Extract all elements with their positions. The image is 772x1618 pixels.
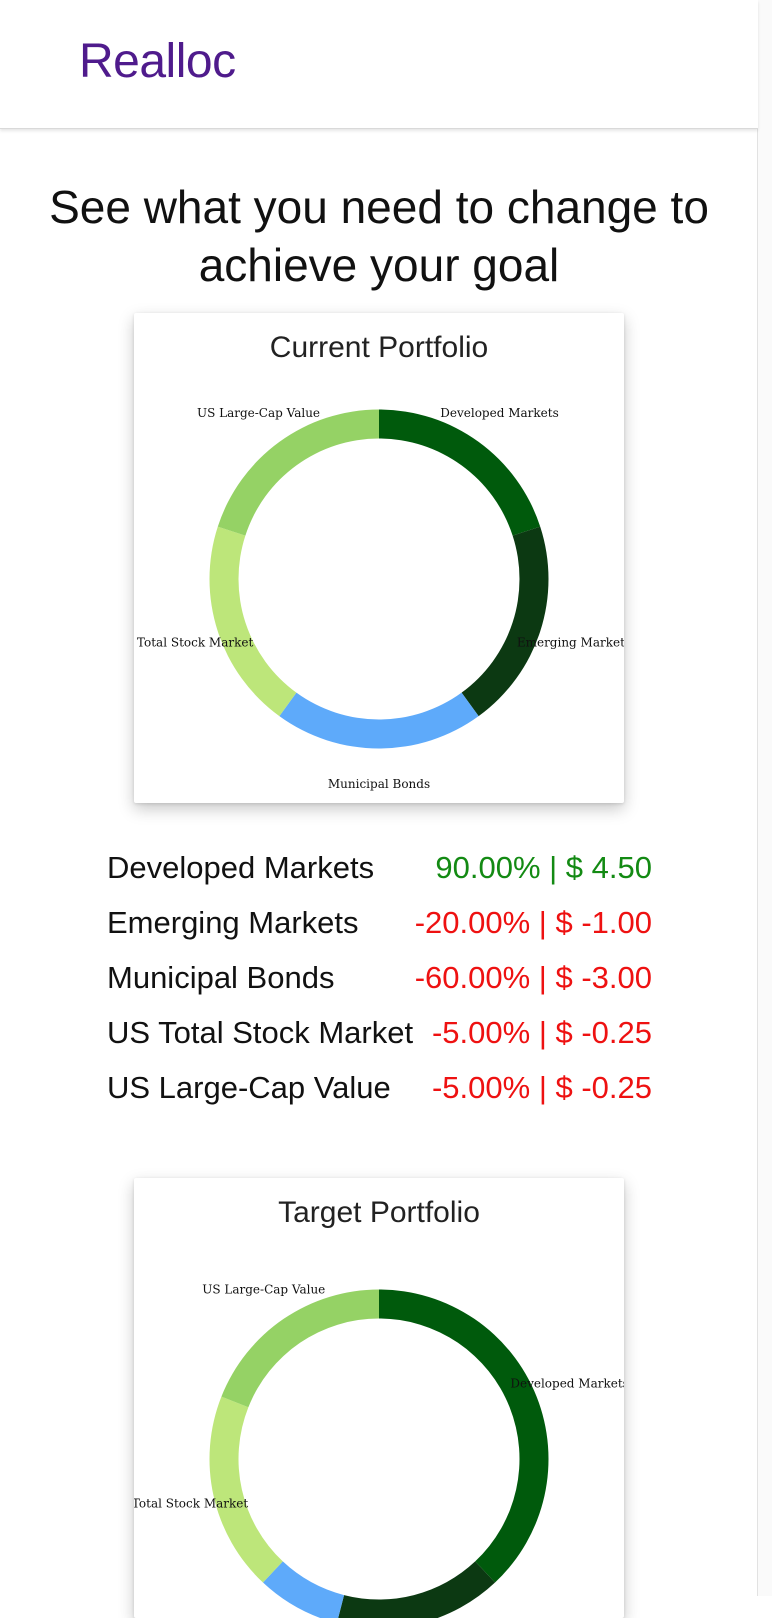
donut-label-municipal-bonds: Municipal Bonds — [328, 777, 430, 791]
allocation-name: Municipal Bonds — [107, 960, 335, 995]
allocation-change-value: 90.00% | $ 4.50 — [435, 850, 652, 885]
donut-slice-developed-markets[interactable] — [379, 1289, 549, 1583]
allocation-row-emerging-markets: Emerging Markets -20.00% | $ -1.00 — [107, 905, 652, 960]
donut-label-us-total-stock-market: US Total Stock Market — [134, 635, 253, 649]
allocation-row-us-total-stock-market: US Total Stock Market -5.00% | $ -0.25 — [107, 1015, 652, 1070]
donut-slice-emerging-markets[interactable] — [461, 526, 549, 717]
current-portfolio-donut-chart: Developed Markets Emerging Markets Municip… — [134, 406, 624, 791]
allocation-change-value: -60.00% | $ -3.00 — [414, 960, 652, 995]
donut-label-us-large-cap-value: US Large-Cap Value — [202, 1282, 325, 1296]
page-scrollbar[interactable] — [757, 0, 772, 1596]
donut-slice-municipal-bonds[interactable] — [262, 1561, 345, 1618]
allocation-change-list: Developed Markets 90.00% | $ 4.50 Emergi… — [107, 850, 652, 1125]
donut-slice-emerging-markets[interactable] — [337, 1561, 496, 1618]
target-portfolio-card: Target Portfolio Developed Markets US Tot… — [134, 1178, 624, 1618]
headline-line-2: achieve your goal — [198, 239, 560, 291]
donut-slice-developed-markets[interactable] — [379, 409, 541, 536]
allocation-name: Emerging Markets — [107, 905, 359, 940]
donut-label-developed-markets: Developed Markets — [510, 1377, 624, 1391]
allocation-name: US Total Stock Market — [107, 1015, 414, 1050]
top-header: Realloc — [0, 0, 758, 129]
current-portfolio-title: Current Portfolio — [269, 331, 489, 364]
brand-logo-link[interactable]: Realloc — [79, 35, 236, 88]
donut-label-emerging-markets: Emerging Markets — [517, 635, 624, 649]
donut-slice-us-large-cap-value[interactable] — [221, 1289, 379, 1408]
allocation-row-developed-markets: Developed Markets 90.00% | $ 4.50 — [107, 850, 652, 905]
target-portfolio-title: Target Portfolio — [278, 1196, 480, 1229]
donut-slice-us-large-cap-value[interactable] — [217, 409, 379, 536]
donut-slice-us-total-stock-market[interactable] — [209, 526, 297, 717]
donut-label-developed-markets: Developed Markets — [440, 406, 558, 420]
current-portfolio-card: Current Portfolio Developed Markets Emerg… — [134, 313, 624, 803]
allocation-change-value: -5.00% | $ -0.25 — [431, 1070, 652, 1105]
allocation-change-value: -20.00% | $ -1.00 — [414, 905, 652, 940]
allocation-row-municipal-bonds: Municipal Bonds -60.00% | $ -3.00 — [107, 960, 652, 1015]
allocation-change-value: -5.00% | $ -0.25 — [431, 1015, 652, 1050]
allocation-name: Developed Markets — [107, 850, 375, 885]
allocation-name: US Large-Cap Value — [107, 1070, 391, 1105]
donut-label-us-total-stock-market: US Total Stock Market — [134, 1497, 248, 1511]
page-headline: See what you need to change to achieve y… — [0, 178, 758, 294]
headline-line-1: See what you need to change to — [49, 181, 709, 233]
allocation-row-us-large-cap-value: US Large-Cap Value -5.00% | $ -0.25 — [107, 1070, 652, 1125]
donut-label-us-large-cap-value: US Large-Cap Value — [197, 406, 320, 420]
donut-slice-us-total-stock-market[interactable] — [209, 1396, 283, 1583]
donut-slice-municipal-bonds[interactable] — [279, 692, 479, 749]
target-portfolio-donut-chart: Developed Markets US Total Stock Market US… — [134, 1282, 624, 1618]
